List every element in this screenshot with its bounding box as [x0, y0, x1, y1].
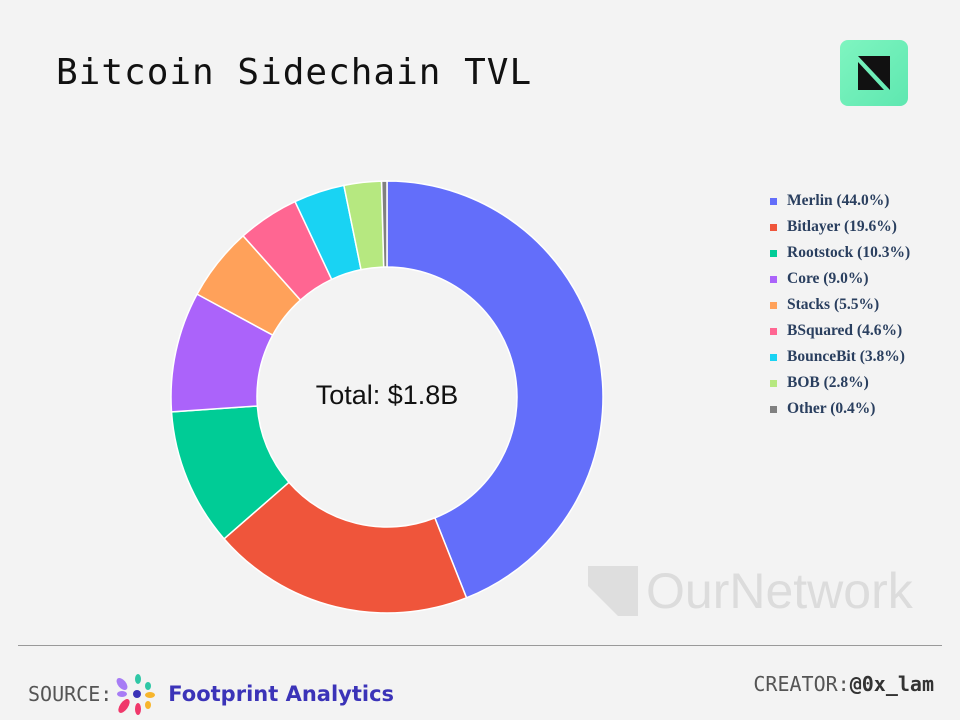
- legend-swatch: [770, 249, 777, 257]
- legend-label: Bitlayer (19.6%): [787, 218, 897, 235]
- legend-item: Rootstock (10.3%): [770, 240, 910, 266]
- legend-swatch: [770, 353, 777, 361]
- source-label: SOURCE:: [28, 682, 113, 706]
- legend: Merlin (44.0%) Bitlayer (19.6%) Rootstock …: [770, 188, 910, 422]
- watermark-logo-icon: [588, 566, 638, 616]
- legend-item: Bitlayer (19.6%): [770, 214, 910, 240]
- watermark: OurNetwork: [588, 562, 913, 620]
- legend-swatch: [770, 197, 777, 205]
- legend-item: Merlin (44.0%): [770, 188, 910, 214]
- legend-label: Rootstock (10.3%): [787, 244, 911, 261]
- legend-swatch: [770, 223, 777, 231]
- legend-item: BOB (2.8%): [770, 370, 910, 396]
- creator-label: CREATOR:: [753, 672, 850, 696]
- slice-other: [380, 180, 388, 268]
- source-name: Footprint Analytics: [168, 682, 395, 706]
- donut-chart: [170, 180, 604, 614]
- legend-label: Merlin (44.0%): [787, 192, 890, 209]
- legend-item: Other (0.4%): [770, 396, 910, 422]
- creator: CREATOR:@0x_lam: [753, 672, 934, 696]
- footprint-logo-icon: [116, 674, 156, 715]
- center-label: Total: $1.8B: [315, 380, 459, 410]
- divider: [18, 645, 942, 646]
- legend-item: Stacks (5.5%): [770, 292, 910, 318]
- creator-handle: @0x_lam: [849, 672, 934, 696]
- legend-swatch: [770, 301, 777, 309]
- legend-swatch: [770, 405, 777, 413]
- slice-bitlayer: [223, 481, 468, 614]
- legend-label: BSquared (4.6%): [787, 322, 903, 339]
- legend-label: Other (0.4%): [787, 400, 876, 417]
- legend-label: Core (9.0%): [787, 270, 869, 287]
- legend-label: BounceBit (3.8%): [787, 348, 905, 365]
- watermark-text: OurNetwork: [646, 563, 913, 619]
- legend-item: BSquared (4.6%): [770, 318, 910, 344]
- brand-logo: [840, 40, 908, 106]
- source: SOURCE: Footprint Analytics: [28, 672, 394, 716]
- legend-item: Core (9.0%): [770, 266, 910, 292]
- slice-merlin: [386, 180, 604, 599]
- legend-swatch: [770, 275, 777, 283]
- legend-item: BounceBit (3.8%): [770, 344, 910, 370]
- legend-label: Stacks (5.5%): [787, 296, 880, 313]
- chart-title: Bitcoin Sidechain TVL: [56, 52, 533, 93]
- legend-label: BOB (2.8%): [787, 374, 869, 391]
- legend-swatch: [770, 379, 777, 387]
- legend-swatch: [770, 327, 777, 335]
